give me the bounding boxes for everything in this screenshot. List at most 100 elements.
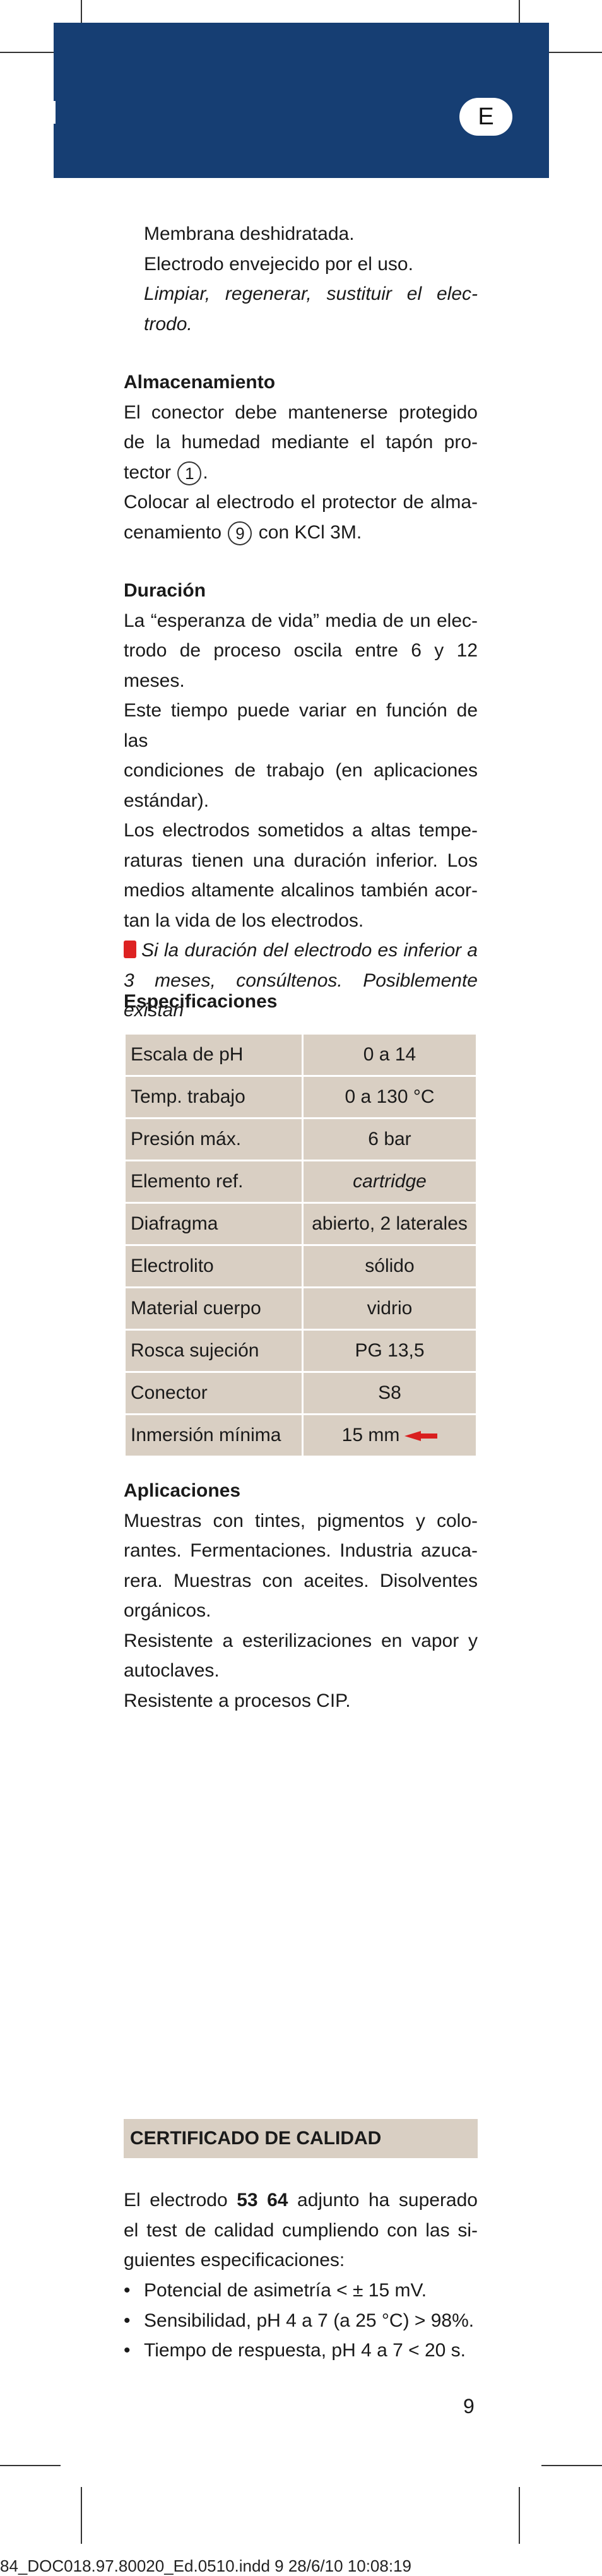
table-row: Diafragma abierto, 2 laterales [124,1202,478,1246]
spec-value: 0 a 130 °C [302,1075,478,1119]
paragraph-line: estándar). [124,790,210,811]
paragraph-line: Resistente a procesos CIP. [124,1690,351,1711]
spec-value: 0 a 14 [302,1033,478,1077]
table-row: Presión máx. 6 bar [124,1117,478,1161]
paragraph-line: de la humedad mediante el tapón pro- [124,432,478,453]
spec-key: Material cuerpo [124,1286,304,1331]
section-title: Aplicaciones [124,1480,241,1501]
spec-value: S8 [302,1371,478,1415]
table-row: Elemento ref. cartridge [124,1160,478,1204]
paragraph-line: Muestras con tintes, pigmentos y colo- [124,1510,478,1531]
paragraph-line: orgánicos. [124,1600,211,1621]
paragraph-line: cenamiento 9 con KCl 3M. [124,518,478,548]
paragraph-line: rera. Muestras con aceites. Disolventes [124,1570,478,1591]
cause-line: Electrodo envejecido por el uso. [144,253,413,275]
page-number: 9 [463,2395,475,2418]
spec-key: Inmersión mínima [124,1413,304,1457]
line-text: adjunto ha superado [297,2190,478,2211]
spec-value: vidrio [302,1286,478,1331]
line-text: El electrodo [124,2190,228,2211]
table-row: Electrolito sólido [124,1244,478,1288]
spec-value-cell: 15 mm [302,1413,478,1457]
crop-mark [541,52,602,53]
table-row: Escala de pH 0 a 14 [124,1033,478,1077]
electrode-code: 53 64 [237,2190,288,2211]
red-arrow-icon [404,1430,438,1442]
crop-mark [541,2465,602,2466]
note-line: Si la duración del electrodo es inferior… [124,935,478,966]
paragraph-line: Este tiempo puede variar en función de l… [124,700,478,751]
crop-mark [0,52,61,53]
paragraph-line: Resistente a esterilizaciones en vapor y [124,1630,478,1651]
line-text: cenamiento [124,521,222,543]
ref-number-badge: 1 [177,461,202,485]
paragraph-line: rantes. Fermentaciones. Industria azuca- [124,1540,478,1561]
header-notch [50,101,56,124]
spec-value: PG 13,5 [302,1329,478,1373]
paragraph-line: trodo de proceso oscila entre 6 y 12 mes… [124,640,478,691]
spec-key: Presión máx. [124,1117,304,1161]
paragraph-line: medios altamente alcalinos también acor- [124,880,478,901]
crop-mark [81,0,82,32]
paragraph-line: Colocar al electrodo el protector de alm… [124,492,478,513]
paragraph-line: autoclaves. [124,1660,220,1681]
line-text: tector [124,461,172,483]
certificate-title: CERTIFICADO DE CALIDAD [124,2119,478,2158]
crop-mark [519,2487,520,2544]
paragraph-line: el test de calidad cumpliendo con las si… [124,2219,478,2241]
table-row: Conector S8 [124,1371,478,1415]
note-text: Si la duración del electrodo es inferior… [141,940,478,961]
section-title: Almacenamiento [124,372,276,393]
header-band [54,23,549,178]
spec-key: Rosca sujeción [124,1329,304,1373]
table-row: Rosca sujeción PG 13,5 [124,1329,478,1373]
spec-key: Diafragma [124,1202,304,1246]
applications-section: Aplicaciones Muestras con tintes, pigmen… [124,1476,478,1716]
paragraph-line: El electrodo 53 64 adjunto ha superado [124,2185,478,2216]
cause-line: Membrana deshidratada. [144,223,355,244]
spec-key: Temp. trabajo [124,1075,304,1119]
storage-section: Almacenamiento El conector debe mantener… [124,367,478,547]
crop-mark [81,2487,82,2544]
certificate-body: El electrodo 53 64 adjunto ha superado e… [124,2185,478,2276]
crop-mark [519,0,520,32]
section-title: Duración [124,580,206,601]
note-line: 3 meses, consúltenos. Posiblemente exist… [124,970,478,1021]
paragraph-line: El conector debe mantenerse protegido [124,401,478,423]
line-text: . [203,461,208,483]
ref-number-badge: 9 [228,521,252,545]
causes-block: Membrana deshidratada. Electrodo envejec… [144,219,478,339]
paragraph-line: tan la vida de los electrodos. [124,910,364,931]
language-badge: E [459,98,512,136]
specs-table: Escala de pH 0 a 14 Temp. trabajo 0 a 130 … [124,1033,478,1457]
spec-key: Elemento ref. [124,1160,304,1204]
paragraph-line: tector 1. [124,458,478,488]
spec-key: Electrolito [124,1244,304,1288]
spec-key: Conector [124,1371,304,1415]
spec-key: Escala de pH [124,1033,304,1077]
certificate-bullets: Potencial de asimetría < ± 15 mV. Sensib… [124,2276,478,2366]
duration-section: Duración La “esperanza de vida” media de… [124,576,478,1055]
paragraph-line: condiciones de trabajo (en aplicaciones [124,760,478,781]
warning-hand-icon [124,941,136,958]
spec-value: 15 mm [341,1425,400,1445]
list-item: Tiempo de respuesta, pH 4 a 7 < 20 s. [124,2336,478,2366]
line-text: con KCl 3M. [258,521,362,543]
list-item: Sensibilidad, pH 4 a 7 (a 25 °C) > 98%. [124,2306,478,2336]
action-line: trodo. [144,313,192,335]
spec-value: sólido [302,1244,478,1288]
table-row: Temp. trabajo 0 a 130 °C [124,1075,478,1119]
action-line: Limpiar, regenerar, sustituir el elec- [144,283,478,304]
spec-value: abierto, 2 laterales [302,1202,478,1246]
table-row: Material cuerpo vidrio [124,1286,478,1331]
paragraph-line: guientes especificaciones: [124,2250,345,2270]
crop-mark [0,2465,61,2466]
paragraph-line: Los electrodos sometidos a altas tempe- [124,820,478,841]
spec-value: 6 bar [302,1117,478,1161]
print-slug: 84_DOC018.97.80020_Ed.0510.indd 9 28/6/1… [0,2556,411,2575]
specs-section: Especificaciones [124,987,478,1017]
spec-value: cartridge [302,1160,478,1204]
paragraph-line: raturas tienen una duración inferior. Lo… [124,850,478,871]
table-row: Inmersión mínima 15 mm [124,1413,478,1457]
section-title: Especificaciones [124,991,278,1012]
